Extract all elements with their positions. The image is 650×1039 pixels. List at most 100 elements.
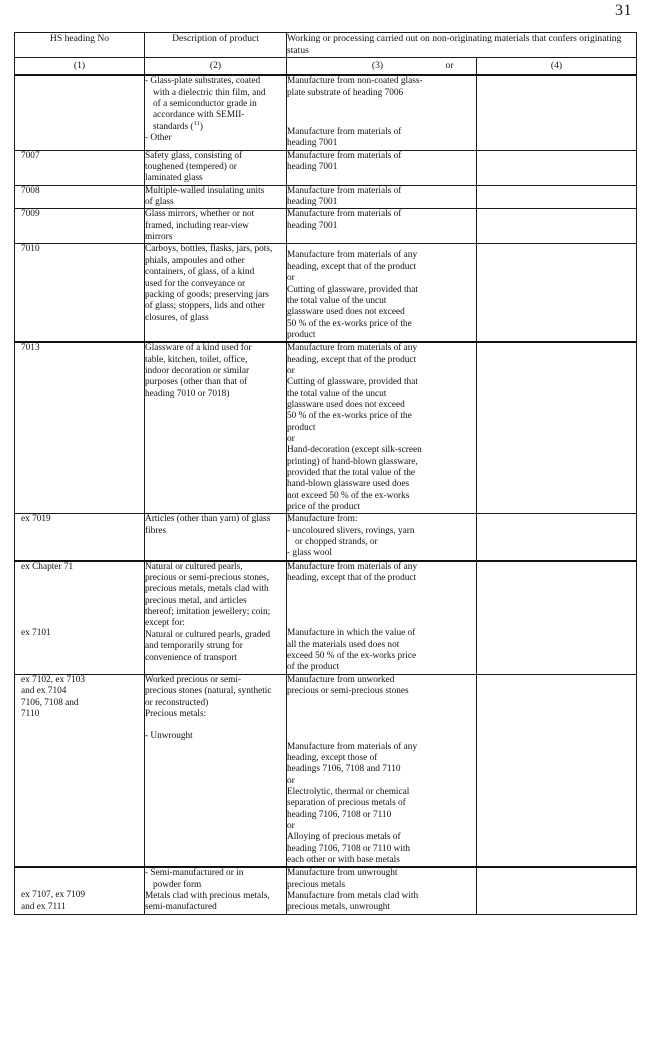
heading-spacer	[21, 606, 144, 617]
cell-description: Articles (other than yarn) of glass fibr…	[144, 513, 287, 562]
cell-heading-no: 7008	[14, 184, 145, 210]
desc-line: - Glass-plate substrates, coated	[145, 76, 261, 87]
rule-line: Manufacture from materials of	[287, 185, 402, 196]
rule-spacer	[287, 606, 476, 617]
heading-line: ex 7101	[21, 628, 51, 639]
rule-line-or: or	[287, 365, 295, 376]
desc-line: laminated glass	[145, 173, 203, 184]
table-row: 7013 Glassware of a kind used for table,…	[14, 341, 638, 515]
rule-line: Manufacture from metals clad with	[287, 890, 419, 901]
rule-spacer	[287, 731, 476, 742]
cell-heading-no: ex 7107, ex 7109 and ex 7111	[14, 866, 145, 915]
cell-description: Natural or cultured pearls, precious or …	[144, 559, 287, 675]
desc-line: except for:	[145, 618, 186, 629]
heading-spacer	[21, 595, 144, 606]
desc-line-footnote: standards (11)	[145, 119, 286, 133]
heading-spacer	[21, 617, 144, 628]
desc-line: accordance with SEMII-	[153, 110, 245, 121]
rule-line: Manufacture from materials of	[287, 209, 402, 220]
desc-line: convenience of transport	[145, 652, 237, 663]
cell-rule-col4	[475, 74, 638, 151]
desc-line: Natural or cultured pearls, graded	[145, 629, 271, 640]
rule-line: precious or semi-precious stones	[287, 686, 409, 697]
desc-line: fibres	[145, 525, 167, 536]
table-column-number-row: (1) (2) (3) or (4)	[14, 57, 638, 77]
cell-rule-col3: Manufacture from materials of heading 70…	[286, 184, 477, 210]
column-number-3: (3) or	[286, 57, 477, 77]
rule-line: precious metals	[287, 879, 346, 890]
rule-line: product	[287, 422, 316, 433]
cell-rule-col4	[475, 184, 638, 210]
rule-line: heading 7001	[287, 197, 338, 208]
rule-spacer	[287, 584, 476, 595]
cell-heading-no: ex 7102, ex 7103 and ex 7104 7106, 7108 …	[14, 673, 145, 868]
rule-line: Manufacture in which the value of	[287, 628, 416, 639]
heading-line: ex Chapter 71	[21, 561, 74, 572]
rule-line: Manufacture from non-coated glass-	[287, 76, 423, 87]
desc-line: of a semiconductor grade in	[153, 99, 257, 110]
desc-line: semi-manufactured	[145, 902, 217, 913]
heading-line: and ex 7104	[21, 686, 67, 697]
desc-line: Glass mirrors, whether or not	[145, 209, 255, 220]
cell-rule-col3: Manufacture from materials of heading 70…	[286, 149, 477, 186]
rule-line: heading, except those of	[287, 752, 378, 763]
rule-spacer	[287, 709, 476, 720]
rule-spacer	[287, 617, 476, 628]
table-row: ex Chapter 71 ex 7101 Natural or culture…	[14, 559, 638, 675]
cell-rule-col3: Manufacture from unworked precious or se…	[286, 673, 477, 868]
cell-description: - Semi-manufactured or in powder form Me…	[144, 866, 287, 915]
heading-line: and ex 7111	[21, 901, 66, 912]
rule-line: 50 % of the ex-works price of the	[287, 318, 412, 329]
desc-line: Precious metals:	[145, 708, 207, 719]
cell-rule-col4	[475, 559, 638, 675]
footnote-marker: 11	[193, 119, 200, 127]
origin-rules-table: HS heading No Description of product Wor…	[14, 32, 638, 915]
desc-line: precious metals, metals clad with	[145, 584, 269, 595]
rule-line: heading 7001	[287, 220, 338, 231]
cell-rule-col3: Manufacture from materials of heading 70…	[286, 208, 477, 245]
rule-line: product	[287, 329, 316, 340]
cell-heading-no: 7007	[14, 149, 145, 186]
desc-line: containers, of glass, of a kind	[145, 267, 255, 278]
rule-line: precious metals, unwrought	[287, 902, 391, 913]
rule-line: the total value of the uncut	[287, 388, 387, 399]
desc-line: closures, of glass	[145, 312, 209, 323]
column-number-or-label: or	[445, 60, 454, 71]
cell-heading-no: 7013	[14, 341, 145, 515]
rule-line: heading, except that of the product	[287, 261, 417, 272]
rule-spacer	[287, 720, 476, 731]
column-number-1: (1)	[14, 57, 145, 77]
table-row: ex 7107, ex 7109 and ex 7111 - Semi-manu…	[14, 866, 638, 915]
rule-line: heading, except that of the product	[287, 573, 417, 584]
desc-line: precious stones (natural, synthetic	[145, 686, 272, 697]
cell-rule-col4	[475, 513, 638, 562]
desc-line: and temporarily strung for	[145, 641, 243, 652]
rule-spacer	[287, 110, 476, 121]
cell-rule-col4	[475, 866, 638, 915]
rule-line: Cutting of glassware, provided that	[287, 377, 418, 388]
rule-line: Manufacture from materials of	[287, 127, 402, 138]
rule-line: Cutting of glassware, provided that	[287, 284, 418, 295]
cell-rule-col4	[475, 673, 638, 868]
cell-rule-col4	[475, 208, 638, 245]
cell-rule-col3: Manufacture from materials of any headin…	[286, 341, 477, 515]
rule-line: not exceed 50 % of the ex-works	[287, 490, 410, 501]
rule-line: headings 7106, 7108 and 7110	[287, 764, 401, 775]
heading-spacer	[21, 879, 144, 890]
rule-line: glassware used does not exceed	[287, 399, 405, 410]
heading-line: 7110	[21, 708, 40, 719]
rule-line: or chopped strands, or	[295, 537, 378, 548]
desc-line: Articles (other than yarn) of glass	[145, 514, 271, 525]
rule-line: - uncoloured slivers, rovings, yarn	[287, 525, 415, 536]
rule-line: price of the product	[287, 502, 361, 513]
rule-line: all the materials used does not	[287, 639, 400, 650]
rule-line: Manufacture from materials of	[287, 150, 402, 161]
cell-rule-col3: Manufacture from materials of any headin…	[286, 559, 477, 675]
heading-spacer	[21, 584, 144, 595]
rule-line: Manufacture from unwrought	[287, 868, 398, 879]
desc-line: Multiple-walled insulating units	[145, 185, 265, 196]
desc-line: - Unwrought	[145, 731, 193, 742]
rule-spacer	[287, 595, 476, 606]
header-description-of-product: Description of product	[144, 32, 287, 58]
desc-line: of glass	[145, 197, 174, 208]
